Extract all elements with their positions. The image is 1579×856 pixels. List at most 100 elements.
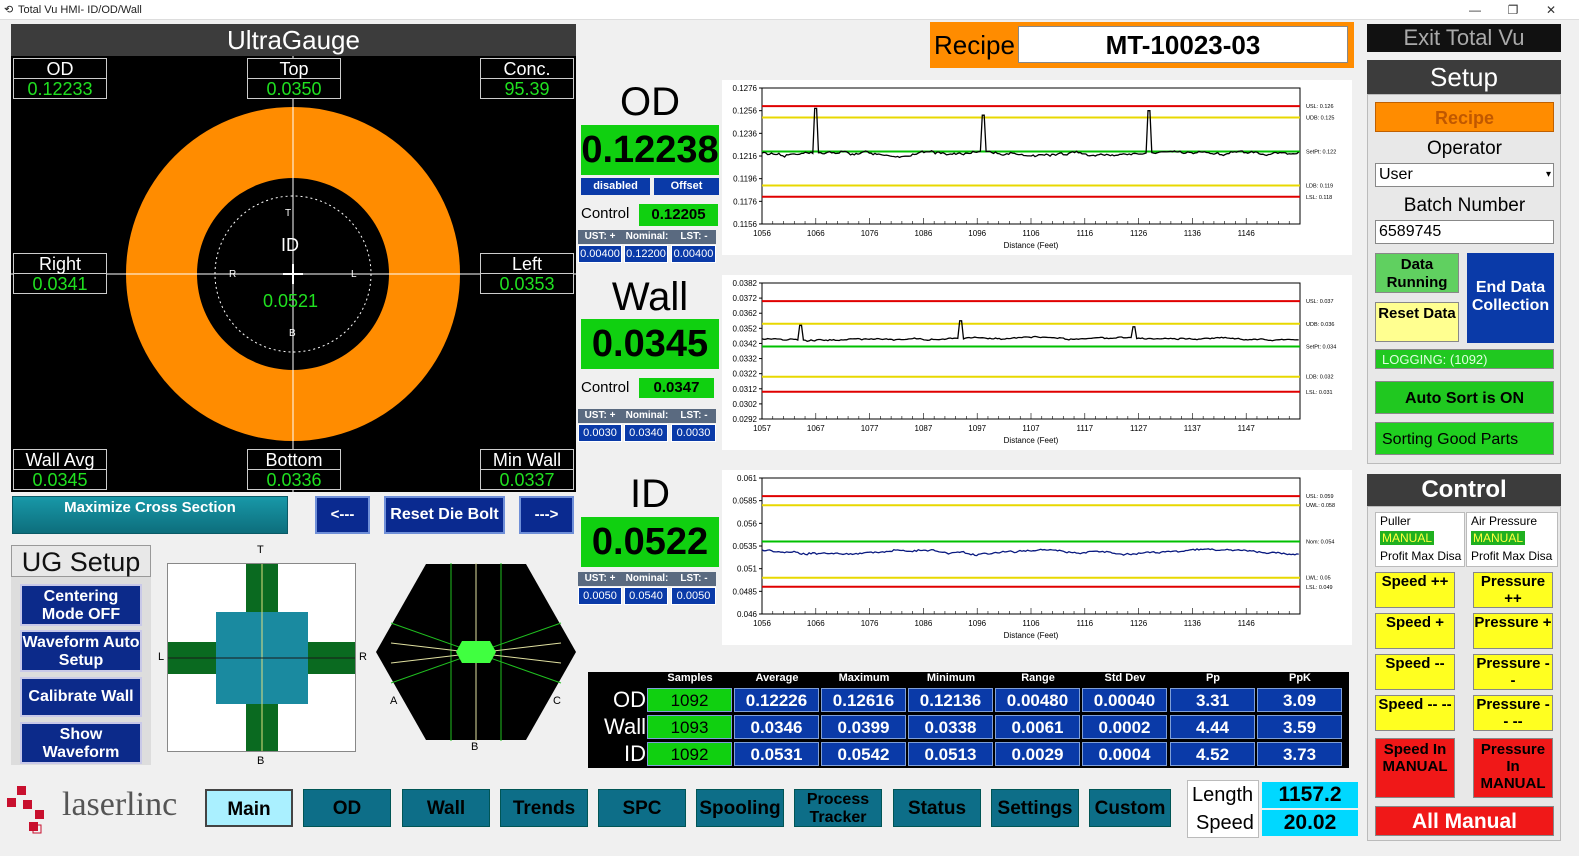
stats-header-average: Average (755, 672, 799, 684)
nav-tab-main[interactable]: Main (205, 789, 293, 827)
batch-number-input[interactable]: 6589745 (1375, 220, 1554, 244)
od-lst[interactable]: 0.00400 (671, 245, 716, 263)
id-trend-chart[interactable]: 0.0610.05850.0560.05350.0510.04850.04610… (722, 470, 1352, 645)
min-wall-readout: Min Wall 0.0337 (480, 449, 574, 490)
pressure-down-button[interactable]: Pressure -- (1473, 654, 1553, 690)
next-button[interactable]: ---> (519, 496, 574, 534)
y-tick-label: 0.0352 (733, 324, 758, 333)
batch-number-label: Batch Number (1403, 195, 1526, 216)
speed-up-button[interactable]: Speed + (1375, 613, 1455, 649)
nav-tab-trends[interactable]: Trends (500, 789, 588, 827)
plot-area (761, 477, 1301, 615)
length-speed-labels: Length Speed (1187, 780, 1259, 838)
nav-tab-spc[interactable]: SPC (598, 789, 686, 827)
id-nom[interactable]: 0.0540 (624, 587, 668, 605)
stats-cell: 0.00040 (1082, 688, 1167, 712)
pressure-down-fast-button[interactable]: Pressure -- -- (1473, 695, 1553, 731)
data-running-button[interactable]: Data Running (1375, 253, 1459, 293)
x-tick-label: 1096 (968, 229, 986, 238)
nav-tab-od[interactable]: OD (303, 789, 391, 827)
id-lst[interactable]: 0.0050 (671, 587, 716, 605)
id-nom-hdr: Nominal: (622, 572, 672, 586)
waveform-auto-setup-button[interactable]: Waveform Auto Setup (20, 630, 142, 672)
speed-down-button[interactable]: Speed -- (1375, 654, 1455, 690)
reset-data-button[interactable]: Reset Data (1375, 302, 1459, 342)
x-tick-label: 1127 (1130, 424, 1148, 433)
wall-nom[interactable]: 0.0340 (624, 424, 668, 442)
calibrate-wall-button[interactable]: Calibrate Wall (20, 677, 142, 717)
all-manual-button[interactable]: All Manual (1375, 806, 1554, 836)
stats-row-label: OD (613, 687, 646, 712)
die-bolt-diagram[interactable] (167, 563, 356, 752)
stats-cell: 0.0029 (995, 742, 1080, 766)
limit-label: LDB: 0.032 (1306, 375, 1334, 381)
speed-value: 20.02 (1262, 810, 1358, 836)
y-tick-label: 0.1176 (733, 197, 757, 206)
od-offset-button[interactable]: Offset (654, 178, 719, 195)
auto-sort-button[interactable]: Auto Sort is ON (1375, 381, 1554, 414)
od-trend-chart[interactable]: 0.1276 0.1256 0.1236 0.1216 0.1196 0.1176 0.11… (722, 80, 1352, 255)
od-lst-hdr: LST: - (672, 230, 716, 244)
air-pressure-status: Air Pressure MANUAL Profit Max Disa (1466, 512, 1558, 567)
pressure-up-button[interactable]: Pressure + (1473, 613, 1553, 649)
maximize-cross-section-button[interactable]: Maximize Cross Section (12, 496, 288, 534)
centering-mode-button[interactable]: Centering Mode OFF (20, 584, 142, 626)
x-tick-label: 1137 (1184, 424, 1202, 433)
x-tick-label: 1086 (915, 619, 933, 628)
x-tick-label: 1136 (1184, 229, 1202, 238)
operator-select[interactable]: User ▾ (1375, 163, 1554, 187)
y-tick-label: 0.0585 (733, 497, 758, 506)
y-tick-label: 0.056 (737, 519, 758, 528)
x-tick-label: 1106 (1022, 229, 1040, 238)
pressure-manual-button[interactable]: Pressure In MANUAL (1473, 738, 1553, 798)
od-disabled-button[interactable]: disabled (581, 178, 650, 195)
nav-tab-custom[interactable]: Custom (1089, 789, 1171, 827)
end-data-collection-button[interactable]: End Data Collection (1467, 253, 1554, 343)
y-tick-label: 0.051 (737, 565, 758, 574)
id-value: 0.0521 (263, 291, 319, 311)
limit-label: LWL: 0.05 (1306, 576, 1331, 582)
minimize-icon[interactable]: — (1469, 3, 1481, 17)
length-label: Length (1192, 784, 1254, 806)
ultragauge-title: UltraGauge (11, 24, 576, 56)
close-icon[interactable]: ✕ (1545, 3, 1557, 17)
nav-tab-status[interactable]: Status (893, 789, 981, 827)
prev-button[interactable]: <--- (315, 496, 370, 534)
recipe-value[interactable]: MT-10023-03 (1018, 26, 1348, 63)
x-tick-label: 1097 (968, 424, 986, 433)
nav-tab-settings[interactable]: Settings (991, 789, 1079, 827)
dropdown-arrow-icon[interactable]: ▾ (1545, 169, 1551, 180)
y-tick-label: 0.0382 (733, 279, 758, 288)
stats-cell: 0.0513 (908, 742, 993, 766)
recipe-button[interactable]: Recipe (1375, 102, 1554, 132)
conc-readout: Conc. 95.39 (480, 58, 574, 99)
hex-sensor-diagram[interactable] (376, 563, 576, 741)
show-waveform-button[interactable]: Show Waveform (20, 722, 142, 764)
speed-manual-button[interactable]: Speed In MANUAL (1375, 738, 1455, 798)
speed-label: Speed (1196, 812, 1254, 834)
wall-trend-chart[interactable]: 0.0382 0.0372 0.0362 0.0352 0.0342 0.0332 0.03… (722, 275, 1352, 450)
speed-up-fast-button[interactable]: Speed ++ (1375, 572, 1455, 608)
wall-ust-hdr: UST: + (578, 409, 622, 423)
speed-down-fast-button[interactable]: Speed -- -- (1375, 695, 1455, 731)
restore-icon[interactable]: ❐ (1507, 3, 1519, 17)
wall-ust[interactable]: 0.0030 (578, 424, 622, 442)
limit-label: USL: 0.037 (1306, 299, 1334, 305)
stats-cell: 1092 (647, 688, 732, 712)
od-nom[interactable]: 0.12200 (624, 245, 668, 263)
x-tick-label: 1126 (1130, 619, 1148, 628)
reset-die-bolt-button[interactable]: Reset Die Bolt (384, 496, 505, 534)
exit-total-vu-button[interactable]: Exit Total Vu (1367, 24, 1561, 52)
nav-tab-process-tracker[interactable]: Process Tracker (794, 789, 882, 827)
x-axis-label: Distance (Feet) (1004, 631, 1059, 640)
stats-header-pp: Pp (1205, 672, 1221, 684)
nav-tab-spooling[interactable]: Spooling (696, 789, 784, 827)
setup-header: Setup (1367, 60, 1561, 94)
od-ust[interactable]: 0.00400 (578, 245, 622, 263)
x-tick-label: 1077 (861, 424, 879, 433)
wall-lst[interactable]: 0.0030 (671, 424, 716, 442)
id-ust[interactable]: 0.0050 (578, 587, 622, 605)
nav-tab-wall[interactable]: Wall (402, 789, 490, 827)
pressure-up-fast-button[interactable]: Pressure ++ (1473, 572, 1553, 608)
stats-cell: 3.09 (1257, 688, 1342, 712)
